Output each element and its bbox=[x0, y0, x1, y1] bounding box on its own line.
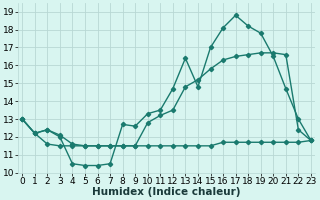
X-axis label: Humidex (Indice chaleur): Humidex (Indice chaleur) bbox=[92, 187, 241, 197]
